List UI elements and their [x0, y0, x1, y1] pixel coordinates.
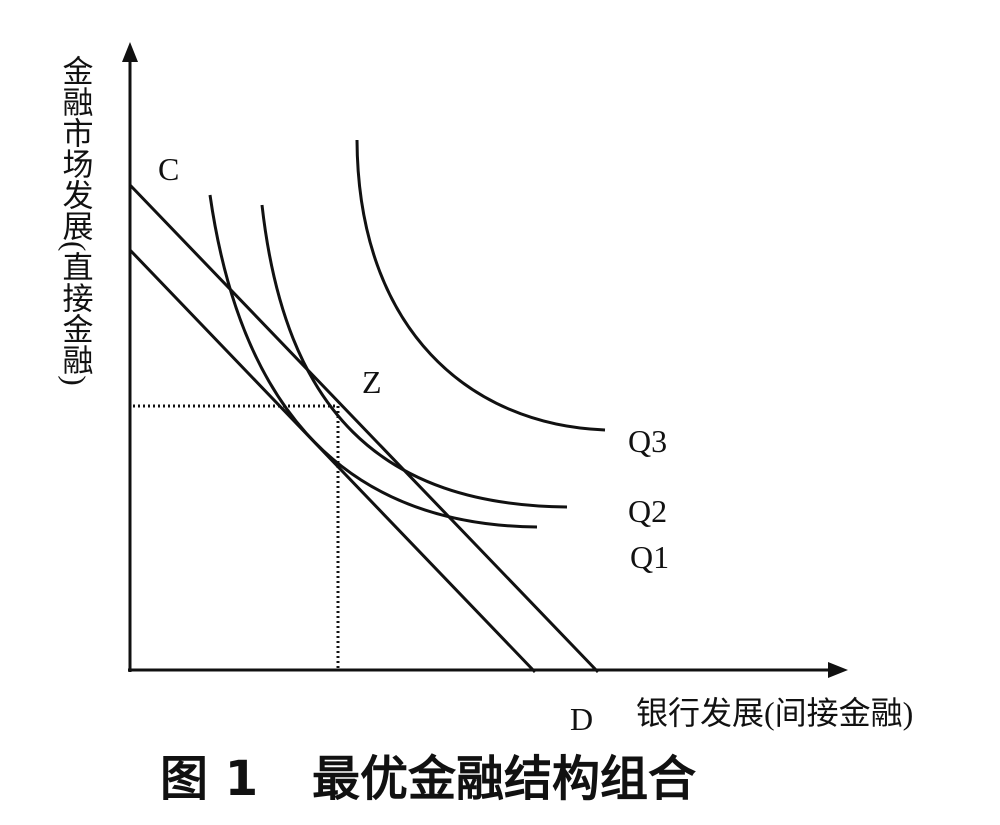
line-lower [128, 248, 537, 674]
curve-q3 [355, 139, 606, 432]
point-label: C [158, 151, 179, 187]
curve-q1 [208, 194, 538, 529]
curve-label: Q3 [628, 423, 667, 459]
caption-number: 图 1 [160, 751, 258, 807]
line-cd [128, 183, 600, 674]
x-axis-label: 银行发展(间接金融) [636, 695, 913, 731]
x-axis-arrow [828, 662, 848, 678]
point-label: Z [362, 364, 382, 400]
curve-label: Q2 [628, 493, 667, 529]
y-axis-arrow [122, 42, 138, 62]
curve-q2 [260, 204, 568, 509]
curve-label: Q1 [630, 539, 669, 575]
caption-title: 最优金融结构组合 [312, 751, 696, 807]
point-label: D [570, 701, 593, 737]
y-axis-label: 金融市场发展(直接金融) [58, 55, 94, 386]
